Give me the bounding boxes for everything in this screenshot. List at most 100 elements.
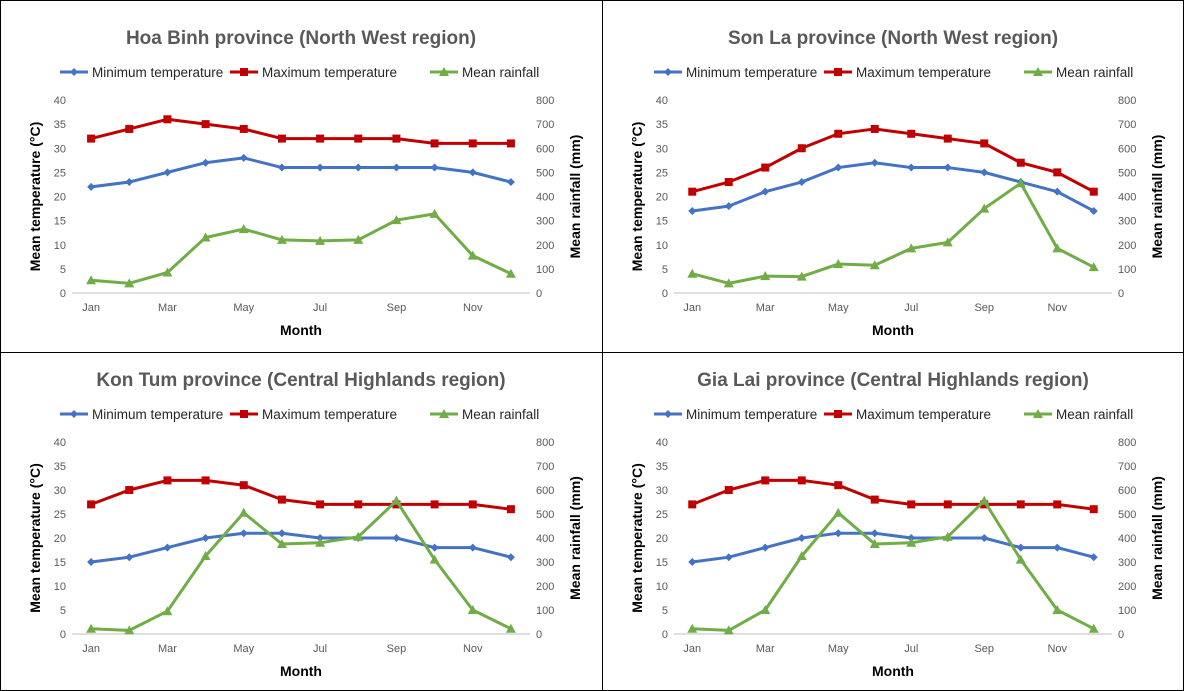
y-tick-label: 15	[54, 216, 66, 228]
y-tick-label: 30	[54, 143, 66, 155]
data-point	[1053, 543, 1062, 552]
data-point	[392, 163, 401, 172]
data-point	[1053, 500, 1062, 509]
data-point	[980, 168, 989, 177]
legend-entry: Minimum temperature	[60, 65, 223, 80]
data-point	[797, 144, 806, 153]
y2-tick-label: 400	[536, 533, 554, 545]
data-point	[125, 553, 134, 562]
chart-panel-3: Kon Tum province (Central Highlands regi…	[0, 352, 602, 691]
data-point	[1088, 262, 1099, 272]
data-point	[163, 476, 172, 485]
data-point	[125, 178, 134, 187]
series-line	[90, 478, 512, 511]
x-tick-label: Jan	[82, 302, 100, 314]
y2-tick-label: 600	[1118, 143, 1136, 155]
data-point	[505, 623, 516, 633]
y-tick-label: 5	[60, 264, 66, 276]
grid-divider	[0, 0, 1, 691]
y2-tick-label: 700	[1118, 119, 1136, 131]
chart-panel-2: Son La province (North West region) Minim…	[602, 0, 1184, 352]
chart-title: Son La province (North West region)	[728, 28, 1058, 49]
y-tick-label: 15	[54, 557, 66, 569]
chart-title: Gia Lai province (Central Highlands regi…	[697, 370, 1089, 391]
y2-tick-label: 700	[1118, 461, 1136, 473]
data-point	[943, 163, 952, 172]
x-tick-label: Mar	[756, 302, 775, 314]
y-tick-label: 25	[656, 509, 668, 521]
y2-axis-label: Mean rainfall (mm)	[1149, 135, 1165, 259]
data-point	[724, 553, 733, 562]
y2-tick-label: 800	[536, 437, 554, 449]
data-point	[239, 481, 248, 490]
legend-label: Maximum temperature	[262, 65, 397, 80]
data-point	[833, 259, 844, 269]
y2-tick-label: 400	[536, 192, 554, 204]
data-point	[124, 625, 135, 635]
chart-svg: Hoa Binh province (North West region) Min…	[27, 28, 583, 338]
legend-entry: Minimum temperature	[60, 407, 223, 422]
y2-tick-label: 300	[536, 557, 554, 569]
data-point	[316, 163, 325, 172]
data-point	[201, 158, 210, 167]
series-minimum-temperature	[688, 158, 1098, 215]
series-line	[90, 117, 511, 145]
legend-label: Minimum temperature	[92, 65, 223, 80]
data-point	[1052, 243, 1063, 253]
data-point	[796, 271, 807, 281]
data-point	[86, 275, 97, 285]
y2-tick-label: 200	[1118, 240, 1136, 252]
data-point	[87, 558, 96, 566]
y2-tick-label: 0	[1118, 288, 1124, 300]
y-tick-label: 25	[54, 509, 66, 521]
series-maximum-temperature	[688, 476, 1098, 514]
data-point	[834, 481, 843, 490]
data-point	[430, 139, 439, 148]
y2-axis-label: Mean rainfall (mm)	[567, 135, 583, 259]
data-point	[238, 224, 249, 234]
data-point	[239, 124, 248, 133]
y2-tick-label: 300	[1118, 216, 1136, 228]
legend-label: Minimum temperature	[686, 65, 817, 80]
data-point	[979, 495, 990, 505]
data-point	[723, 278, 734, 288]
data-point	[277, 163, 286, 172]
data-point	[468, 139, 477, 148]
data-point	[688, 206, 697, 215]
y-tick-label: 40	[54, 437, 66, 449]
y-tick-label: 15	[656, 557, 668, 569]
data-point	[315, 235, 326, 245]
y-tick-label: 10	[54, 581, 66, 593]
legend-label: Maximum temperature	[262, 407, 397, 422]
y-axis-label: Mean temperature (°C)	[629, 122, 645, 272]
data-point	[506, 553, 515, 562]
x-tick-label: May	[233, 643, 254, 655]
data-point	[277, 495, 286, 504]
data-point	[468, 168, 477, 177]
data-point	[506, 139, 515, 148]
data-point	[124, 278, 135, 288]
y-tick-label: 40	[656, 95, 668, 107]
data-point	[201, 534, 210, 542]
y-tick-label: 0	[662, 288, 668, 300]
y2-axis-label: Mean rainfall (mm)	[567, 476, 583, 600]
chart-panel-4: Gia Lai province (Central Highlands regi…	[602, 352, 1184, 691]
y2-tick-label: 500	[1118, 509, 1136, 521]
legend-label: Mean rainfall	[1056, 65, 1133, 80]
legend-entry: Maximum temperature	[230, 65, 397, 80]
y-tick-label: 5	[60, 605, 66, 617]
series-mean-rainfall	[86, 208, 516, 288]
y-axis-label: Mean temperature (°C)	[27, 463, 43, 613]
y2-tick-label: 500	[536, 167, 554, 179]
data-point	[797, 534, 806, 542]
y2-tick-label: 800	[536, 95, 554, 107]
x-axis-label: Month	[872, 322, 914, 338]
data-point	[943, 500, 952, 509]
data-point	[1088, 623, 1099, 633]
data-point	[688, 187, 697, 196]
series-line	[691, 478, 1094, 511]
x-tick-label: Nov	[463, 302, 483, 314]
data-point	[163, 543, 172, 552]
data-point	[162, 267, 173, 277]
legend-marker	[240, 410, 248, 418]
